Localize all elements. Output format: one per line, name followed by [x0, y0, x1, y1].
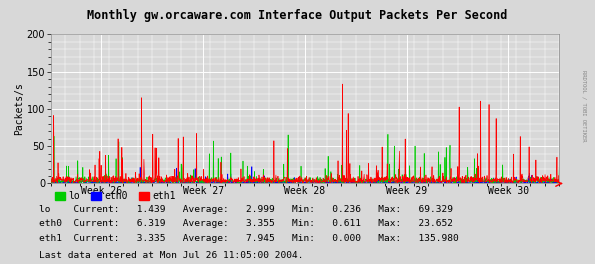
Legend: lo, eth0, eth1: lo, eth0, eth1: [55, 191, 176, 201]
Text: RRDTOOL / TOBI OETIKER: RRDTOOL / TOBI OETIKER: [582, 70, 587, 141]
Text: Monthly gw.orcaware.com Interface Output Packets Per Second: Monthly gw.orcaware.com Interface Output…: [87, 9, 508, 22]
Text: eth1  Current:   3.335   Average:   7.945   Min:   0.000   Max:   135.980: eth1 Current: 3.335 Average: 7.945 Min: …: [39, 234, 458, 243]
Text: eth0  Current:   6.319   Average:   3.355   Min:   0.611   Max:   23.652: eth0 Current: 6.319 Average: 3.355 Min: …: [39, 219, 453, 228]
Text: lo    Current:   1.439   Average:   2.999   Min:   0.236   Max:   69.329: lo Current: 1.439 Average: 2.999 Min: 0.…: [39, 205, 453, 214]
Text: Last data entered at Mon Jul 26 11:05:00 2004.: Last data entered at Mon Jul 26 11:05:00…: [39, 251, 303, 260]
Y-axis label: Packets/s: Packets/s: [14, 82, 24, 135]
